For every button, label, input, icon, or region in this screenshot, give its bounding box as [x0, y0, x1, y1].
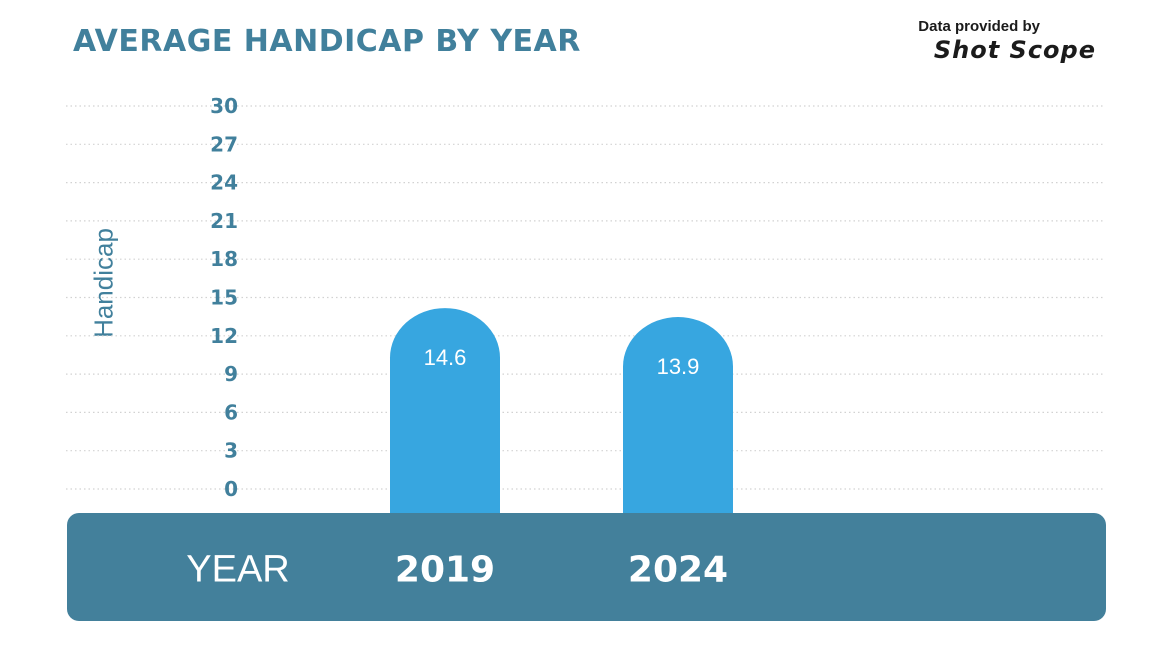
y-tick-label: 3 — [224, 439, 238, 463]
y-tick-label: 18 — [210, 247, 238, 271]
bar — [390, 308, 500, 513]
y-tick-label: 21 — [210, 209, 238, 233]
x-axis-label: YEAR — [186, 548, 290, 591]
y-tick-label: 27 — [210, 132, 238, 156]
brand-logo: Shot Scope — [933, 36, 1096, 64]
data-credit: Data provided by Shot Scope — [836, 18, 1096, 64]
y-tick-label: 15 — [210, 286, 238, 310]
y-tick-label: 6 — [224, 400, 238, 424]
bar-value-label: 14.6 — [424, 345, 467, 370]
y-tick-label: 24 — [210, 171, 238, 195]
bar — [623, 317, 733, 513]
credit-line: Data provided by — [918, 18, 1040, 35]
x-axis-band — [67, 513, 1106, 621]
chart-title: AVERAGE HANDICAP BY YEAR — [73, 24, 581, 59]
bar-value-label: 13.9 — [657, 354, 700, 379]
x-tick-label: 2024 — [627, 549, 729, 591]
y-tick-label: 9 — [224, 362, 238, 386]
x-tick-label: 2019 — [394, 549, 496, 591]
y-tick-label: 30 — [210, 94, 238, 118]
y-tick-label: 0 — [224, 477, 238, 501]
y-tick-label: 12 — [210, 324, 238, 348]
